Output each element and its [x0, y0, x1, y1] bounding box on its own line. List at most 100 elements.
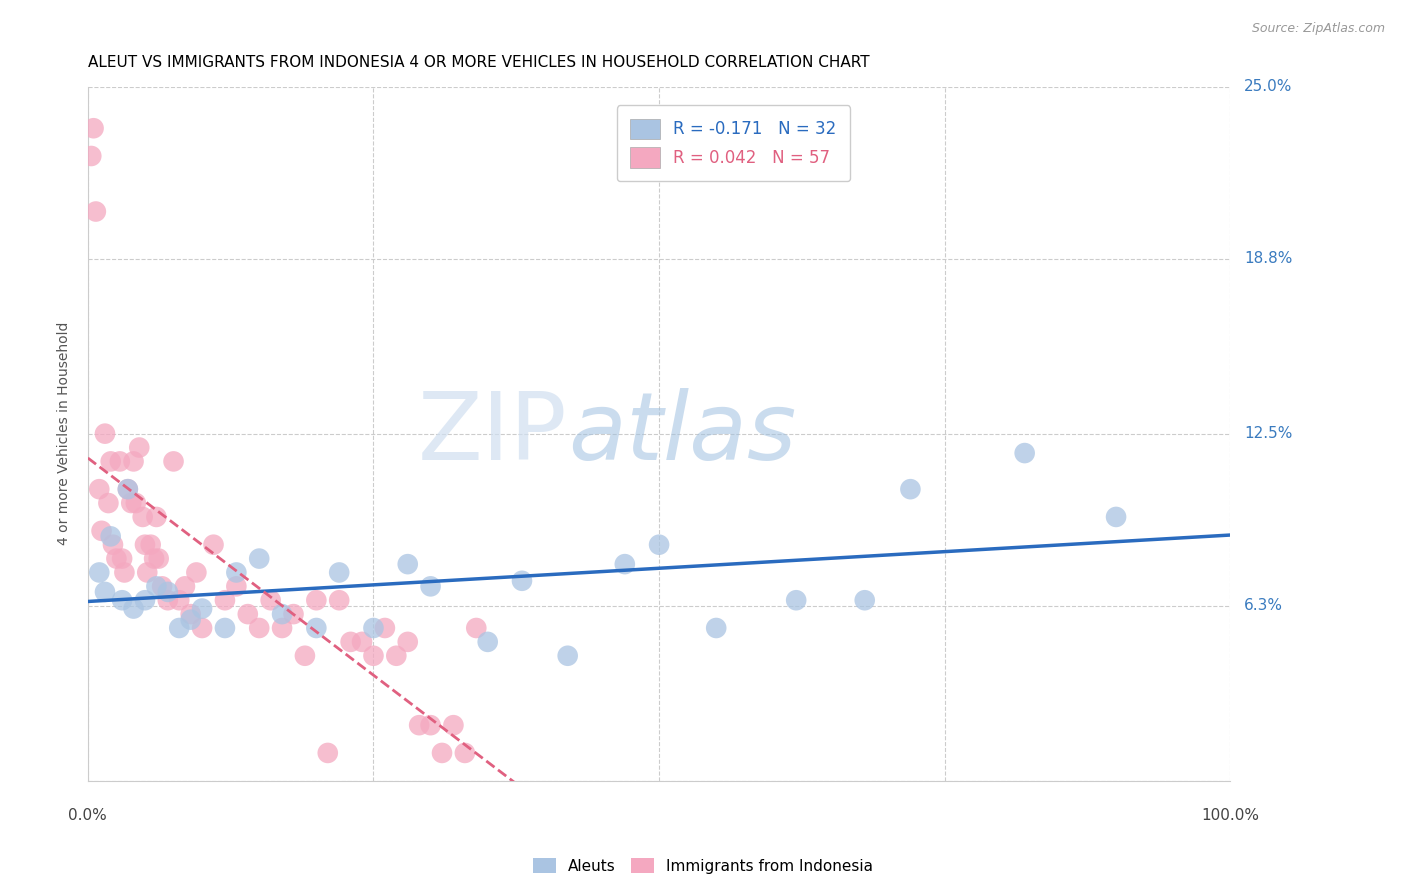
- Point: [145, 579, 167, 593]
- Point: [108, 454, 131, 468]
- Point: [83, 121, 105, 136]
- Point: [143, 551, 166, 566]
- Point: [236, 607, 259, 621]
- Point: [271, 621, 294, 635]
- Point: [785, 593, 807, 607]
- Point: [900, 482, 922, 496]
- Point: [167, 621, 190, 635]
- Point: [214, 621, 236, 635]
- Point: [111, 551, 134, 566]
- Point: [396, 557, 419, 571]
- Point: [150, 579, 173, 593]
- Point: [385, 648, 408, 663]
- Point: [853, 593, 876, 607]
- Text: 0.0%: 0.0%: [69, 808, 107, 823]
- Point: [294, 648, 316, 663]
- Point: [430, 746, 453, 760]
- Point: [162, 454, 184, 468]
- Point: [134, 538, 156, 552]
- Text: 18.8%: 18.8%: [1244, 252, 1292, 266]
- Point: [111, 593, 134, 607]
- Point: [100, 454, 122, 468]
- Point: [247, 621, 270, 635]
- Point: [122, 601, 145, 615]
- Point: [89, 566, 111, 580]
- Point: [363, 621, 385, 635]
- Text: atlas: atlas: [568, 388, 796, 479]
- Point: [443, 718, 465, 732]
- Point: [145, 510, 167, 524]
- Point: [328, 593, 350, 607]
- Point: [613, 557, 636, 571]
- Point: [374, 621, 396, 635]
- Point: [134, 593, 156, 607]
- Point: [305, 621, 328, 635]
- Y-axis label: 4 or more Vehicles in Household: 4 or more Vehicles in Household: [58, 322, 72, 545]
- Point: [105, 551, 128, 566]
- Point: [180, 607, 202, 621]
- Point: [84, 204, 107, 219]
- Legend: Aleuts, Immigrants from Indonesia: Aleuts, Immigrants from Indonesia: [527, 852, 879, 880]
- Point: [316, 746, 339, 760]
- Point: [125, 496, 148, 510]
- Point: [510, 574, 533, 588]
- Point: [101, 538, 124, 552]
- Point: [225, 566, 247, 580]
- Point: [191, 621, 214, 635]
- Point: [156, 585, 179, 599]
- Point: [350, 635, 373, 649]
- Point: [191, 601, 214, 615]
- Point: [186, 566, 208, 580]
- Point: [131, 510, 153, 524]
- Point: [271, 607, 294, 621]
- Point: [117, 482, 139, 496]
- Point: [148, 551, 170, 566]
- Point: [259, 593, 281, 607]
- Point: [94, 426, 117, 441]
- Point: [180, 613, 202, 627]
- Point: [94, 585, 117, 599]
- Point: [328, 566, 350, 580]
- Point: [120, 496, 142, 510]
- Point: [112, 566, 135, 580]
- Point: [156, 593, 179, 607]
- Point: [122, 454, 145, 468]
- Point: [648, 538, 671, 552]
- Point: [247, 551, 270, 566]
- Point: [704, 621, 727, 635]
- Text: Source: ZipAtlas.com: Source: ZipAtlas.com: [1251, 22, 1385, 36]
- Point: [419, 718, 441, 732]
- Point: [167, 593, 190, 607]
- Point: [339, 635, 361, 649]
- Point: [128, 441, 150, 455]
- Point: [396, 635, 419, 649]
- Point: [225, 579, 247, 593]
- Point: [136, 566, 159, 580]
- Text: ZIP: ZIP: [418, 388, 568, 480]
- Text: 6.3%: 6.3%: [1244, 599, 1284, 614]
- Point: [90, 524, 112, 538]
- Point: [419, 579, 441, 593]
- Text: 25.0%: 25.0%: [1244, 79, 1292, 94]
- Point: [174, 579, 197, 593]
- Text: 12.5%: 12.5%: [1244, 426, 1292, 442]
- Point: [97, 496, 120, 510]
- Point: [139, 538, 162, 552]
- Point: [454, 746, 477, 760]
- Point: [557, 648, 579, 663]
- Point: [363, 648, 385, 663]
- Point: [1105, 510, 1128, 524]
- Point: [465, 621, 488, 635]
- Point: [117, 482, 139, 496]
- Text: 100.0%: 100.0%: [1201, 808, 1260, 823]
- Point: [89, 482, 111, 496]
- Point: [1014, 446, 1036, 460]
- Point: [100, 529, 122, 543]
- Point: [202, 538, 225, 552]
- Point: [283, 607, 305, 621]
- Text: ALEUT VS IMMIGRANTS FROM INDONESIA 4 OR MORE VEHICLES IN HOUSEHOLD CORRELATION C: ALEUT VS IMMIGRANTS FROM INDONESIA 4 OR …: [87, 55, 869, 70]
- Point: [214, 593, 236, 607]
- Point: [305, 593, 328, 607]
- Point: [477, 635, 499, 649]
- Point: [408, 718, 430, 732]
